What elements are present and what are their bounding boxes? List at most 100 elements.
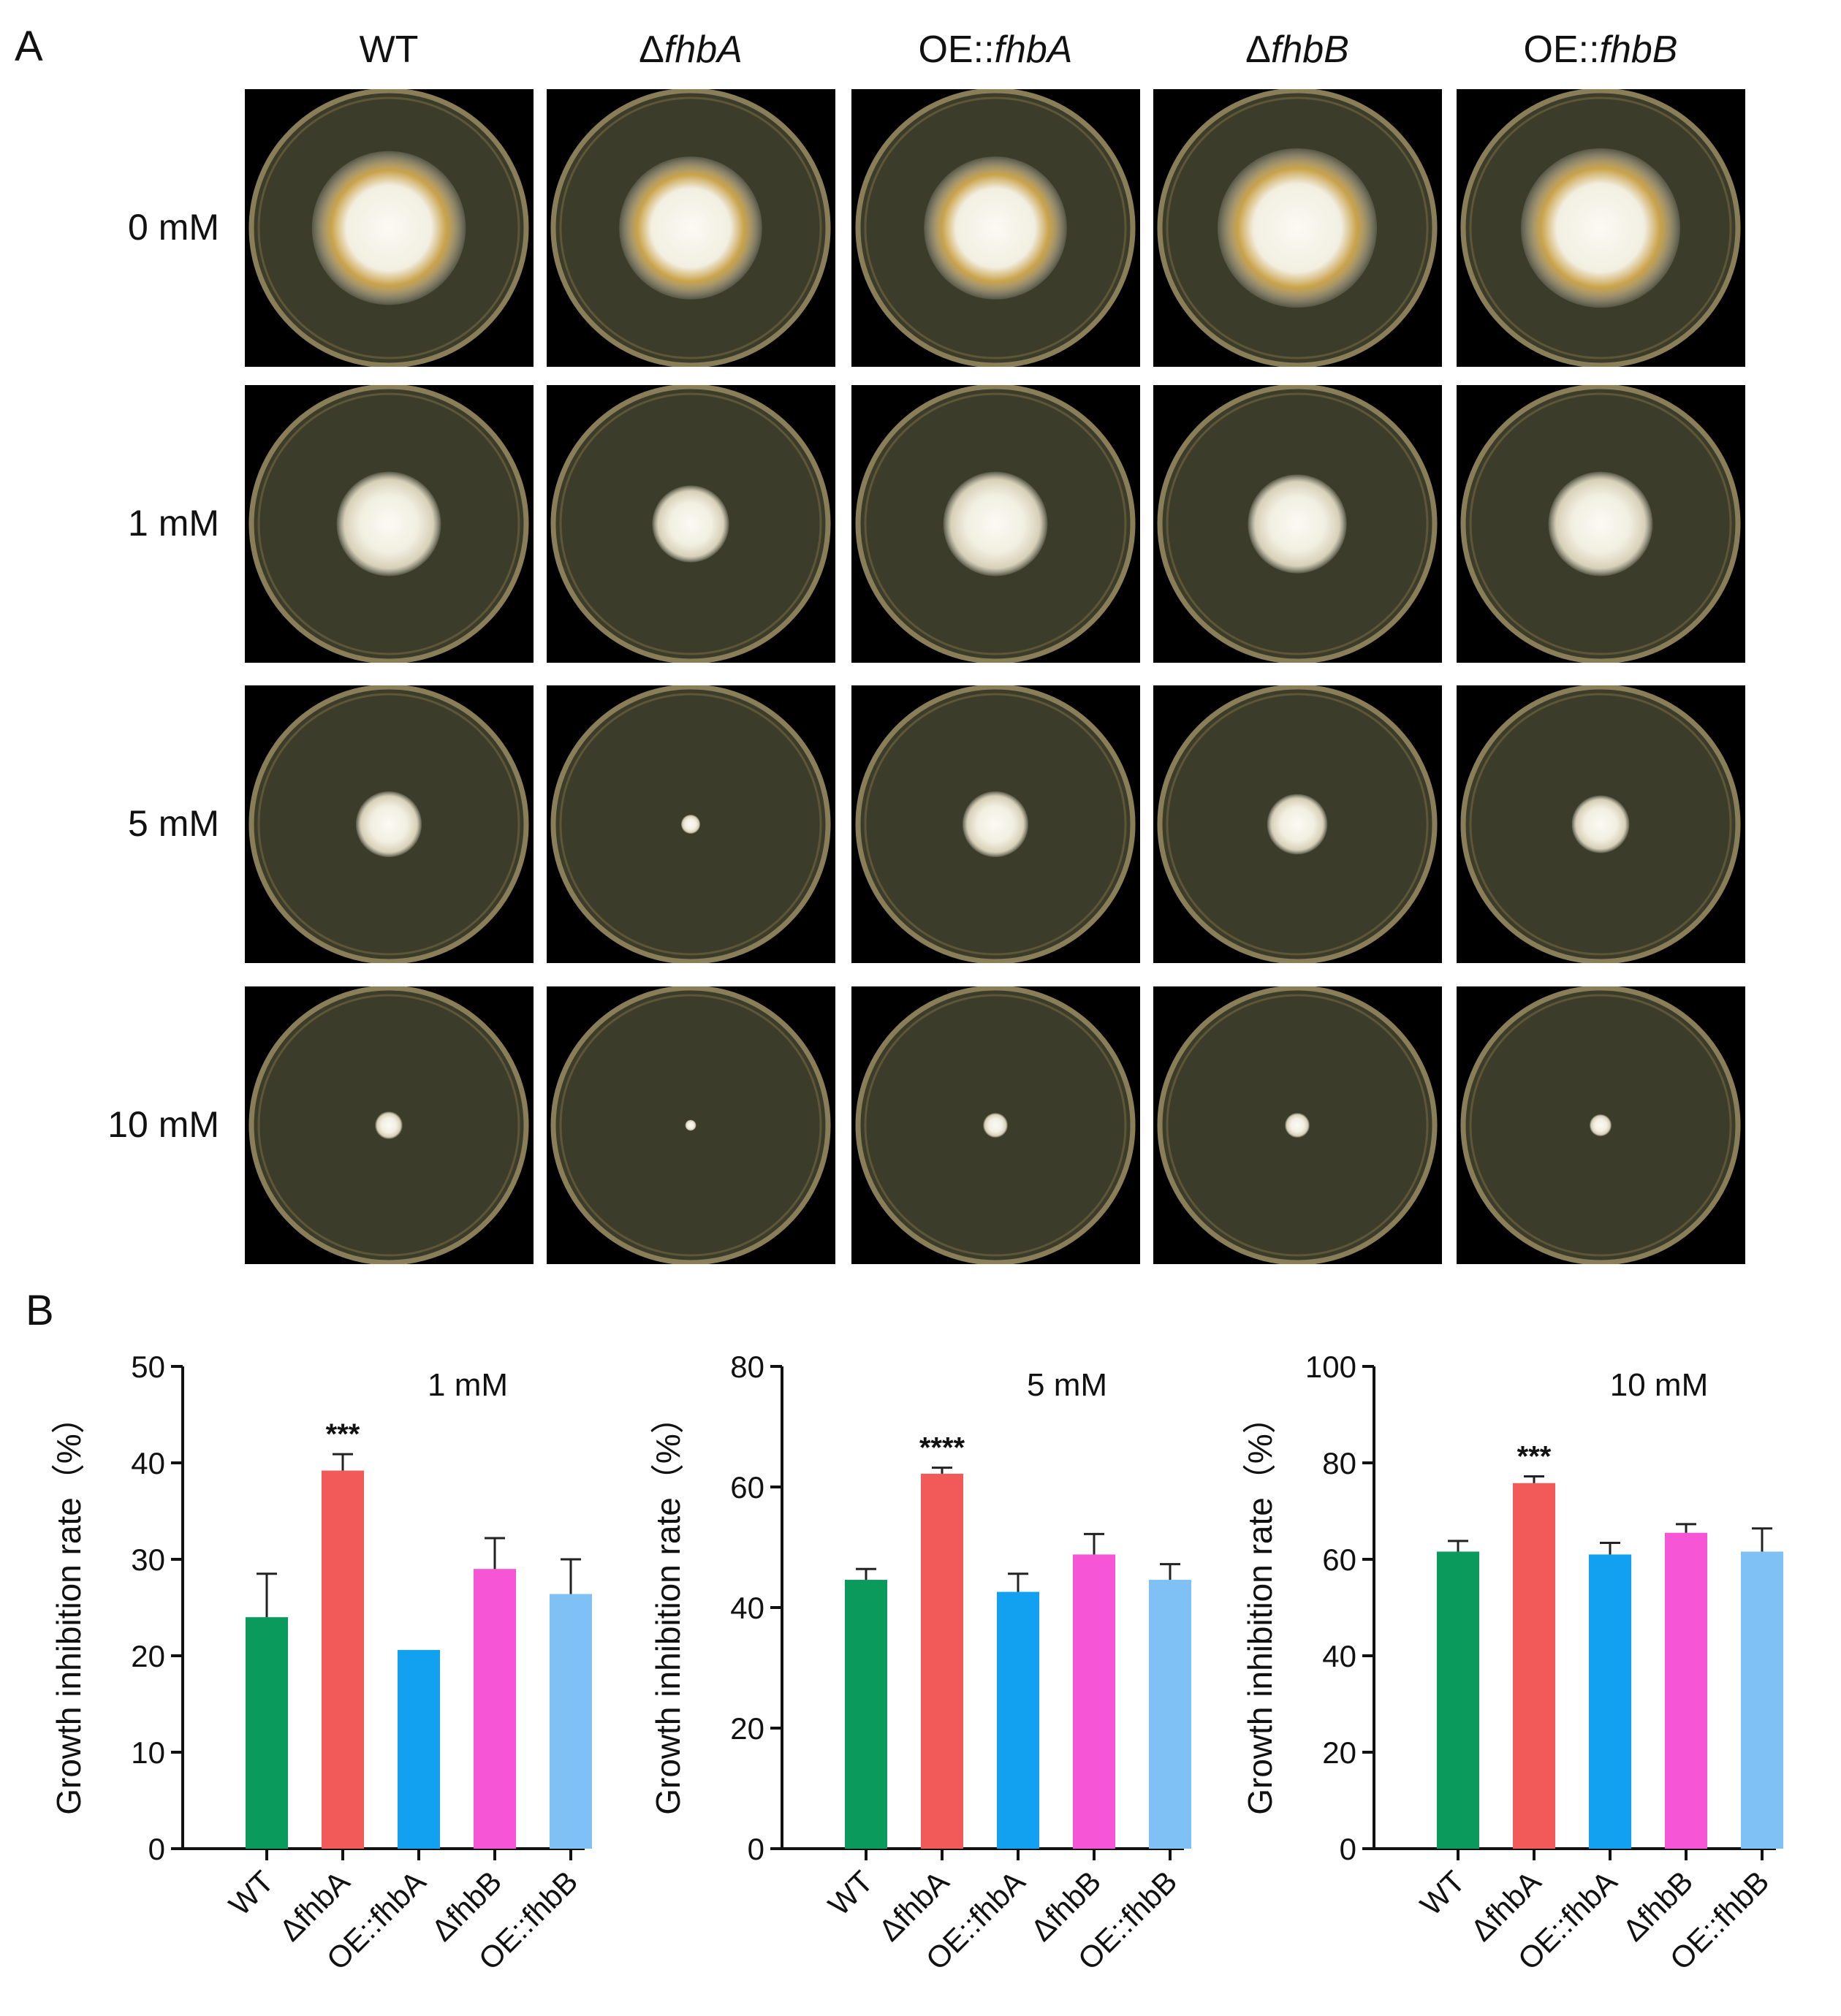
- y-tick-label: 40: [1322, 1639, 1356, 1673]
- column-header-gene: fhbB: [1270, 28, 1349, 71]
- y-tick-label: 20: [131, 1639, 165, 1673]
- bar: [1589, 1554, 1631, 1849]
- petri-plate-image: [851, 385, 1140, 663]
- column-header-gene: fhbB: [1599, 28, 1678, 71]
- bar-chart-1mm: Growth inhibition rate（%） 0 10 20 30 40 50 1 mM…: [44, 1301, 599, 1991]
- petri-plate-image: [851, 89, 1140, 367]
- bar-chart-5mm: Growth inhibition rate（%） 0 20 40 60 80 5 mM WT…: [643, 1301, 1199, 1991]
- bar: [1513, 1483, 1555, 1849]
- column-header-prefix: Δ: [1245, 28, 1271, 71]
- column-header-strain: WT: [359, 28, 419, 71]
- y-tick-label: 80: [1322, 1446, 1356, 1480]
- chart-title: 10 mM: [1610, 1367, 1708, 1403]
- fungal-colony: [375, 1111, 403, 1139]
- fungal-colony: [1248, 474, 1347, 574]
- fungal-colony: [336, 471, 441, 577]
- y-axis-label: Growth inhibition rate（%）: [649, 1400, 687, 1815]
- fungal-colony: [311, 151, 466, 305]
- bar: [550, 1594, 592, 1849]
- bar: [474, 1569, 516, 1849]
- petri-plate-image: [1457, 986, 1745, 1264]
- column-header: OE::fhbB: [1462, 28, 1739, 72]
- bar: [1437, 1551, 1479, 1849]
- petri-plate-image: [851, 685, 1140, 963]
- bar: [1665, 1532, 1707, 1849]
- fungal-colony: [355, 791, 422, 858]
- petri-plate-image: [245, 89, 534, 367]
- bar: [845, 1580, 887, 1849]
- column-header: OE::fhbA: [857, 28, 1134, 72]
- x-tick-label: WT: [1413, 1864, 1471, 1922]
- chart-title: 1 mM: [428, 1367, 508, 1403]
- fungal-colony: [619, 156, 762, 300]
- fungal-colony: [1589, 1114, 1612, 1137]
- column-header: WT: [250, 28, 528, 72]
- bar: [1149, 1580, 1191, 1849]
- petri-plate-image: [547, 89, 835, 367]
- petri-plate-image: [1153, 685, 1442, 963]
- bar: [921, 1473, 963, 1849]
- petri-plate-image: [1153, 89, 1442, 367]
- petri-plate-image: [547, 385, 835, 663]
- petri-plate-image: [547, 986, 835, 1264]
- panel-b-label: B: [26, 1287, 54, 1334]
- fungal-colony: [1285, 1113, 1310, 1138]
- y-tick-label: 40: [131, 1446, 165, 1480]
- petri-plate-image: [1153, 385, 1442, 663]
- y-tick-label: 20: [1322, 1735, 1356, 1770]
- fungal-colony: [1548, 471, 1653, 577]
- row-label-concentration: 0 mM: [128, 207, 219, 248]
- fungal-colony: [962, 791, 1029, 858]
- y-tick-label: 50: [131, 1350, 165, 1384]
- y-tick-label: 40: [730, 1591, 764, 1625]
- bar: [398, 1650, 440, 1849]
- bar: [997, 1591, 1039, 1849]
- y-tick-label: 20: [730, 1711, 764, 1746]
- panel-a-label: A: [15, 23, 43, 70]
- petri-plate-image: [1457, 385, 1745, 663]
- significance-stars: ****: [919, 1432, 965, 1464]
- petri-plate-image: [851, 986, 1140, 1264]
- column-header-prefix: OE::: [1523, 28, 1600, 71]
- petri-plate-image: [245, 385, 534, 663]
- fungal-colony: [685, 1119, 696, 1131]
- bar-chart-10mm: Growth inhibition rate（%） 0 20 40 60 80 100 10 …: [1235, 1301, 1791, 1991]
- row-label-concentration: 5 mM: [128, 803, 219, 844]
- fungal-colony: [943, 471, 1048, 577]
- petri-plate-image: [245, 685, 534, 963]
- fungal-colony: [1520, 148, 1681, 308]
- chart-title: 5 mM: [1027, 1367, 1107, 1403]
- column-header-gene: fhbA: [994, 28, 1073, 71]
- significance-stars: ***: [326, 1418, 360, 1450]
- y-tick-label: 60: [1322, 1543, 1356, 1577]
- fungal-colony: [1267, 794, 1328, 855]
- petri-plate-image: [1153, 986, 1442, 1264]
- bar: [246, 1617, 288, 1849]
- row-label-concentration: 1 mM: [128, 503, 219, 544]
- fungal-colony: [924, 156, 1067, 300]
- y-tick-label: 60: [730, 1470, 764, 1505]
- y-tick-label: 0: [748, 1832, 764, 1866]
- y-tick-label: 30: [131, 1543, 165, 1577]
- row-label-concentration: 10 mM: [107, 1104, 219, 1145]
- column-header: ΔfhbA: [552, 28, 830, 72]
- petri-plate-image: [1457, 89, 1745, 367]
- bar: [322, 1470, 364, 1849]
- y-axis-label: Growth inhibition rate（%）: [1241, 1400, 1279, 1815]
- x-tick-label: WT: [222, 1864, 280, 1922]
- fungal-colony: [680, 814, 701, 834]
- bar: [1073, 1554, 1115, 1849]
- petri-plate-image: [547, 685, 835, 963]
- column-header-gene: fhbA: [664, 28, 743, 71]
- y-tick-label: 10: [131, 1735, 165, 1770]
- bar: [1741, 1551, 1783, 1849]
- petri-plate-image: [1457, 685, 1745, 963]
- column-header: ΔfhbB: [1158, 28, 1436, 72]
- column-header-prefix: OE::: [918, 28, 995, 71]
- column-header-prefix: Δ: [639, 28, 664, 71]
- fungal-colony: [1571, 795, 1630, 853]
- y-tick-label: 0: [148, 1832, 165, 1866]
- y-tick-label: 100: [1305, 1350, 1356, 1384]
- fungal-colony: [652, 485, 729, 563]
- petri-plate-image: [245, 986, 534, 1264]
